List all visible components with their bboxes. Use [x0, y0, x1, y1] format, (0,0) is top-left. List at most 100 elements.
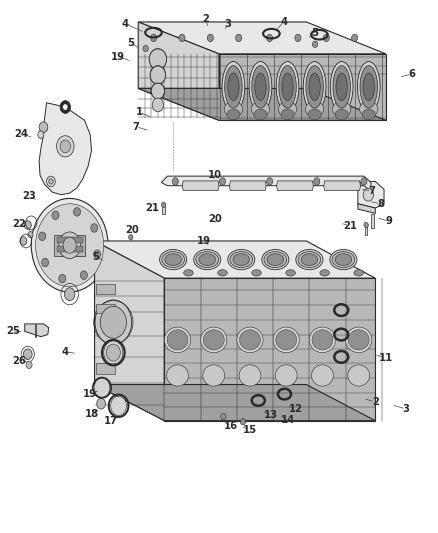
Ellipse shape — [312, 330, 333, 350]
Polygon shape — [138, 88, 386, 120]
Ellipse shape — [196, 252, 219, 268]
Circle shape — [364, 222, 368, 228]
Ellipse shape — [362, 109, 375, 120]
Text: 3: 3 — [224, 19, 231, 29]
Text: 4: 4 — [280, 17, 287, 27]
Circle shape — [63, 237, 76, 253]
Text: 3: 3 — [403, 404, 409, 414]
Circle shape — [24, 221, 31, 229]
Circle shape — [46, 176, 55, 187]
Circle shape — [219, 177, 226, 185]
Ellipse shape — [309, 73, 320, 101]
Ellipse shape — [218, 270, 227, 276]
Ellipse shape — [348, 365, 370, 386]
Polygon shape — [39, 103, 92, 195]
Circle shape — [312, 41, 318, 47]
Circle shape — [91, 224, 98, 232]
Text: 19: 19 — [83, 389, 97, 399]
Text: 10: 10 — [208, 170, 222, 180]
Circle shape — [94, 378, 110, 397]
Ellipse shape — [228, 249, 255, 270]
Text: 19: 19 — [111, 52, 125, 61]
Ellipse shape — [203, 330, 224, 350]
Polygon shape — [57, 237, 83, 243]
Circle shape — [221, 413, 226, 419]
Text: 23: 23 — [22, 191, 36, 201]
Ellipse shape — [336, 73, 347, 101]
Ellipse shape — [194, 249, 221, 270]
Ellipse shape — [201, 327, 227, 353]
Circle shape — [240, 418, 246, 425]
Ellipse shape — [357, 62, 380, 112]
Polygon shape — [96, 284, 115, 294]
Ellipse shape — [228, 73, 239, 101]
Text: 17: 17 — [104, 416, 118, 426]
Polygon shape — [161, 176, 371, 191]
Circle shape — [59, 232, 81, 259]
Circle shape — [111, 396, 127, 415]
Circle shape — [236, 34, 242, 42]
Ellipse shape — [296, 249, 323, 270]
Ellipse shape — [162, 252, 184, 268]
Polygon shape — [358, 204, 375, 213]
Text: 11: 11 — [379, 353, 393, 363]
Ellipse shape — [320, 270, 329, 276]
Ellipse shape — [308, 109, 321, 120]
Ellipse shape — [227, 109, 240, 120]
Circle shape — [143, 45, 148, 52]
Polygon shape — [182, 181, 219, 190]
Ellipse shape — [303, 62, 326, 112]
Circle shape — [23, 349, 32, 360]
Text: 26: 26 — [12, 356, 26, 366]
Ellipse shape — [203, 365, 225, 386]
Circle shape — [161, 202, 166, 207]
Text: 4: 4 — [62, 346, 69, 357]
Ellipse shape — [286, 270, 295, 276]
Ellipse shape — [306, 66, 323, 108]
Circle shape — [28, 231, 33, 238]
Circle shape — [361, 177, 367, 185]
Text: 20: 20 — [126, 225, 139, 236]
Text: 15: 15 — [243, 425, 257, 435]
Polygon shape — [219, 54, 386, 120]
Polygon shape — [138, 22, 219, 120]
Ellipse shape — [281, 109, 294, 120]
Circle shape — [267, 34, 273, 42]
Circle shape — [35, 204, 104, 287]
Ellipse shape — [335, 109, 348, 120]
Circle shape — [20, 237, 27, 245]
Text: 6: 6 — [409, 69, 416, 79]
Ellipse shape — [239, 365, 261, 386]
Ellipse shape — [240, 330, 261, 350]
Text: 9: 9 — [386, 216, 393, 227]
Ellipse shape — [301, 254, 318, 265]
Polygon shape — [95, 384, 375, 421]
Ellipse shape — [276, 330, 297, 350]
Polygon shape — [57, 246, 83, 252]
Text: 5: 5 — [311, 28, 318, 38]
Ellipse shape — [199, 254, 215, 265]
Text: 2: 2 — [372, 397, 379, 407]
Ellipse shape — [159, 249, 187, 270]
Text: 16: 16 — [224, 421, 238, 431]
Text: 5: 5 — [92, 252, 99, 262]
Circle shape — [97, 398, 106, 409]
Ellipse shape — [276, 62, 299, 112]
Circle shape — [81, 271, 87, 279]
Circle shape — [39, 122, 48, 133]
Text: 12: 12 — [288, 404, 302, 414]
Circle shape — [151, 34, 157, 42]
Ellipse shape — [273, 327, 299, 353]
Circle shape — [42, 259, 49, 266]
Circle shape — [64, 288, 75, 301]
Ellipse shape — [360, 101, 378, 117]
Text: 21: 21 — [343, 221, 357, 231]
Text: 22: 22 — [12, 219, 26, 229]
Polygon shape — [162, 206, 165, 214]
Ellipse shape — [363, 73, 374, 101]
Text: 1: 1 — [136, 107, 143, 117]
Circle shape — [60, 101, 71, 114]
Ellipse shape — [330, 249, 357, 270]
Circle shape — [106, 344, 120, 361]
Circle shape — [152, 98, 163, 112]
